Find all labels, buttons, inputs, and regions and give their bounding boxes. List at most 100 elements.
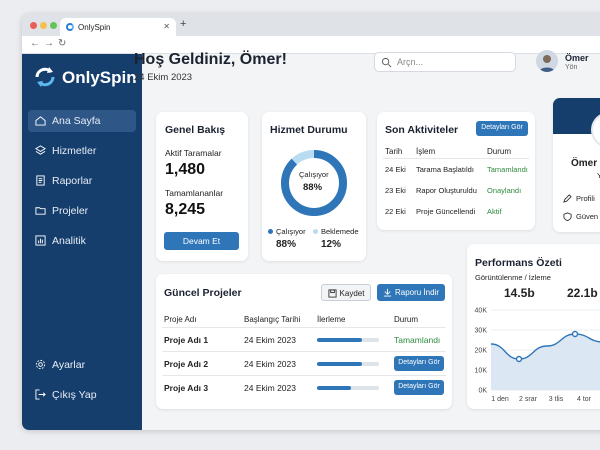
activity-status: Onaylandı: [487, 186, 522, 195]
area-fill: [491, 334, 600, 390]
app-logo[interactable]: OnlySpin: [32, 62, 142, 92]
performance-title: Performans Özeti: [475, 257, 562, 269]
waiting-legend-dot: [313, 229, 318, 234]
project-date: 24 Ekim 2023: [244, 359, 296, 369]
gear-icon: [35, 359, 46, 370]
x-tick-label: 2 srar: [519, 396, 538, 403]
document-icon: [36, 175, 45, 186]
forward-icon[interactable]: →: [44, 38, 54, 49]
new-tab-icon[interactable]: +: [180, 18, 187, 30]
recent-activities-card: Son Aktiviteler Detayları Gör Tarih İşle…: [377, 112, 535, 230]
activities-title: Son Aktiviteler: [385, 124, 459, 136]
col-action: İşlem: [416, 147, 436, 156]
running-legend-dot: [268, 229, 273, 234]
sidebar-item-projects[interactable]: Projeler: [28, 200, 136, 222]
security-link[interactable]: Güven: [576, 212, 599, 221]
project-details-button[interactable]: Detayları Gör: [394, 380, 444, 395]
sidebar-item-analytics[interactable]: Analitik: [28, 230, 136, 252]
logo-icon: [35, 67, 55, 87]
sidebar: OnlySpin Ana Sayfa Hizmetler Raporlar Pr…: [22, 54, 142, 430]
bar-chart-icon: [35, 235, 46, 246]
running-legend-value: 88%: [276, 239, 297, 250]
activity-action: Tarama Başlatıldı: [416, 165, 474, 174]
save-button[interactable]: Kaydet: [321, 284, 371, 301]
active-scans-label: Aktif Taramalar: [165, 148, 222, 158]
sidebar-item-label: Ayarlar: [52, 359, 86, 371]
search-icon: [381, 57, 392, 68]
project-progress-bar: [317, 362, 379, 366]
waiting-legend-label: Beklemede: [321, 227, 359, 236]
user-name: Ömer: [565, 53, 589, 63]
activity-date: 24 Eki: [385, 165, 406, 174]
donut-center-value: 88%: [303, 182, 323, 193]
project-date: 24 Ekim 2023: [244, 335, 296, 345]
current-date: 24 Ekim 2023: [134, 72, 193, 83]
back-icon[interactable]: ←: [30, 38, 40, 49]
waiting-legend-value: 12%: [321, 239, 342, 250]
project-name: Proje Adı 3: [164, 383, 209, 393]
project-details-button[interactable]: Detayları Gör: [394, 356, 444, 371]
user-role: Yön: [565, 64, 578, 71]
project-progress-bar: [317, 386, 379, 390]
stat-watches: 22.1b: [567, 286, 598, 300]
service-donut-chart: [281, 150, 347, 216]
running-arc: [281, 150, 347, 216]
minimize-window-dot[interactable]: [40, 22, 47, 29]
active-scans-value: 1,480: [165, 161, 206, 178]
search-input[interactable]: Arçn...: [374, 52, 516, 72]
sidebar-item-label: Raporlar: [52, 175, 93, 187]
project-name: Proje Adı 2: [164, 359, 209, 369]
data-point: [571, 330, 579, 338]
sidebar-item-logout[interactable]: Çıkış Yap: [28, 384, 136, 406]
col-date: Tarih: [385, 147, 403, 156]
profile-card: Ömer I Y Profili Güven: [553, 98, 600, 232]
sidebar-item-services[interactable]: Hizmetler: [28, 140, 136, 162]
y-tick-label: 20K: [475, 348, 488, 355]
col-project-name: Proje Adı: [164, 315, 197, 324]
download-report-button[interactable]: Raporu İndir: [377, 284, 445, 301]
profile-name: Ömer I: [571, 158, 600, 169]
activity-action: Rapor Oluşturuldu: [416, 186, 477, 195]
sidebar-item-reports[interactable]: Raporlar: [28, 170, 136, 192]
profile-role: Y: [597, 171, 600, 180]
tab-bar: OnlySpin ✕ +: [22, 14, 600, 36]
overview-title: Genel Bakış: [165, 124, 226, 136]
continue-button[interactable]: Devam Et: [164, 232, 239, 250]
performance-subtitle: Görüntülenme / İzleme: [475, 273, 551, 282]
x-tick-label: 3 tlis: [549, 396, 564, 403]
pencil-icon: [563, 194, 572, 203]
profile-link[interactable]: Profili: [576, 194, 595, 203]
activity-action: Proje Güncellendi: [416, 207, 476, 216]
donut-center-label: Çalışıyor: [299, 170, 329, 179]
project-name: Proje Adı 1: [164, 335, 209, 345]
stat-views: 14.5b: [504, 286, 535, 300]
col-status: Durum: [394, 315, 419, 324]
user-avatar[interactable]: [536, 50, 558, 72]
app-name: OnlySpin: [62, 68, 137, 87]
sidebar-item-home[interactable]: Ana Sayfa: [28, 110, 136, 132]
home-icon: [35, 116, 46, 126]
browser-tab[interactable]: OnlySpin ✕: [60, 18, 176, 36]
y-tick-label: 0K: [478, 388, 487, 395]
reload-icon[interactable]: ↻: [58, 38, 67, 49]
folder-icon: [35, 207, 46, 215]
maximize-window-dot[interactable]: [50, 22, 57, 29]
sidebar-item-settings[interactable]: Ayarlar: [28, 354, 136, 376]
current-projects-card: Güncel Projeler Kaydet Raporu İndir Proj…: [156, 274, 452, 409]
series-line: [490, 333, 600, 360]
activities-details-button[interactable]: Detayları Gör: [476, 121, 528, 136]
address-bar[interactable]: ← → ↻: [22, 36, 600, 54]
tab-title: OnlySpin: [78, 23, 111, 32]
y-tick-label: 40K: [475, 308, 488, 315]
x-tick-label: 1 den: [491, 396, 509, 403]
completed-value: 8,245: [165, 201, 206, 218]
col-status: Durum: [487, 147, 512, 156]
y-tick-label: 10K: [475, 368, 488, 375]
activity-status: Aktif: [487, 207, 502, 216]
page-title: Hoş Geldiniz, Ömer!: [134, 51, 287, 68]
close-tab-icon[interactable]: ✕: [163, 22, 170, 31]
close-window-dot[interactable]: [30, 22, 37, 29]
activity-date: 22 Eki: [385, 207, 406, 216]
service-title: Hizmet Durumu: [270, 124, 348, 136]
